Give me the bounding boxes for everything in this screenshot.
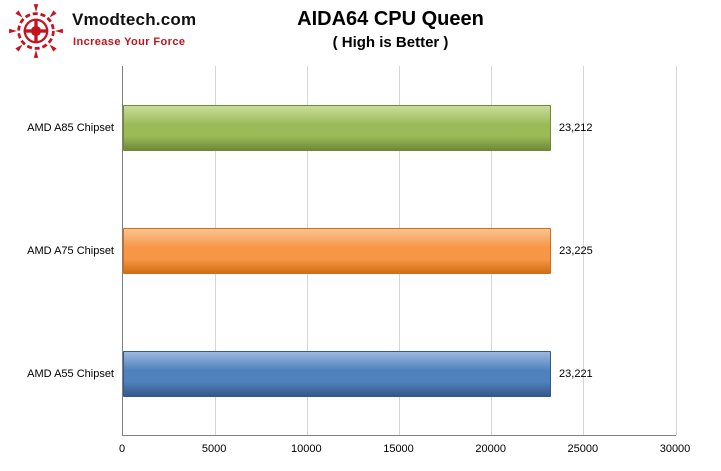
vmodtech-logo: Vmodtech.com Increase Your Force bbox=[6, 3, 256, 61]
chart-title: AIDA64 CPU Queen bbox=[297, 8, 484, 30]
brand-name: Vmodtech.com bbox=[72, 10, 197, 29]
x-tick-label: 25000 bbox=[567, 443, 599, 455]
gear-emblem-icon bbox=[9, 4, 63, 58]
x-tick-label: 15000 bbox=[383, 443, 414, 455]
chart-subtitle: ( High is Better ) bbox=[332, 34, 449, 51]
x-tick-label: 20000 bbox=[475, 443, 506, 455]
value-label: 23,225 bbox=[559, 244, 593, 257]
category-label: AMD A85 Chipset bbox=[27, 121, 114, 134]
x-tick-label: 30000 bbox=[659, 443, 691, 455]
x-tick-label: 0 bbox=[118, 443, 126, 455]
chart-bar-amd-a85-chipset bbox=[123, 104, 551, 151]
gridline-x-25000 bbox=[583, 66, 585, 435]
x-tick-label: 10000 bbox=[291, 443, 322, 455]
brand-tagline: Increase Your Force bbox=[73, 36, 186, 48]
x-tick-label: 5000 bbox=[201, 443, 227, 455]
category-label: AMD A55 Chipset bbox=[27, 367, 114, 380]
chart-bar-amd-a55-chipset bbox=[123, 350, 552, 397]
chart-bar-amd-a75-chipset bbox=[123, 227, 552, 274]
value-label: 23,212 bbox=[558, 121, 593, 134]
gridline-x-30000 bbox=[675, 66, 677, 435]
value-label: 23,221 bbox=[559, 367, 593, 380]
category-label: AMD A75 Chipset bbox=[27, 244, 114, 257]
